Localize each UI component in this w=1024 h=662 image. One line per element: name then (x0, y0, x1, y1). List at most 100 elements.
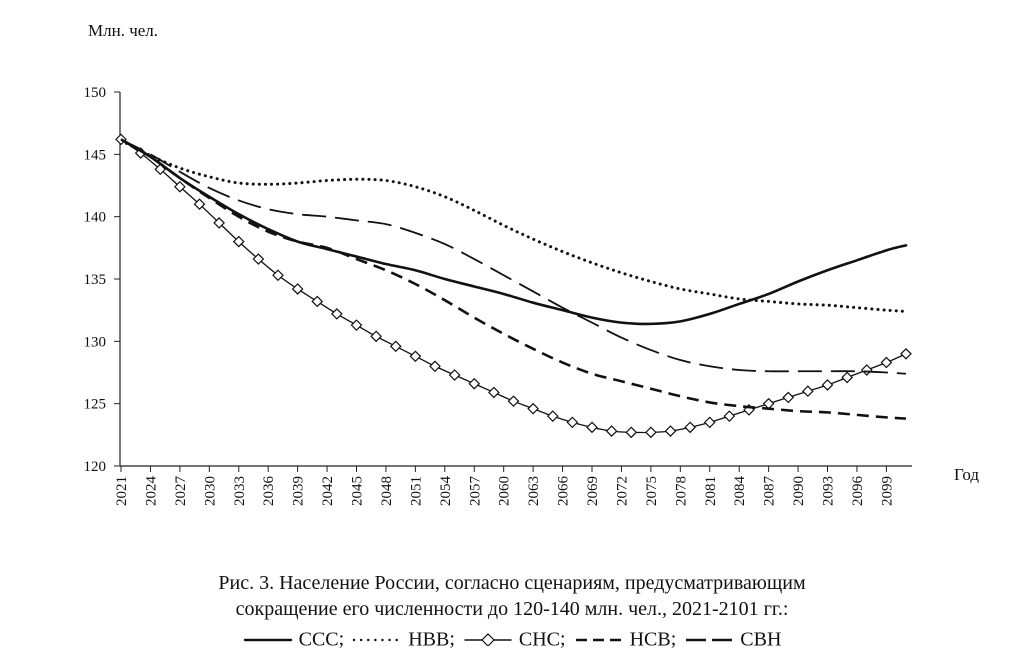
data-point-marker (527, 402, 539, 415)
series-longdash (120, 138, 907, 375)
x-axis-ticks: 2021 2024 2027 2030 2033 2036 2039 2042 2045 2048… (114, 466, 895, 506)
x-tick-label: 2021 (114, 476, 130, 506)
y-axis-ticks: 120 125 130 135 140 145 150 (84, 85, 120, 475)
legend-swatch-dashed (575, 638, 622, 642)
data-point-marker (213, 217, 225, 229)
legend-label: СНС (518, 628, 561, 651)
x-tick-label: 2054 (438, 476, 454, 507)
data-point-marker (645, 426, 657, 439)
data-point-marker (684, 421, 696, 434)
data-point-marker (429, 360, 441, 373)
x-tick-label: 2084 (732, 476, 748, 507)
data-point-marker (546, 410, 559, 422)
x-tick-label: 2033 (232, 476, 248, 506)
x-axis-title: Год (954, 465, 979, 484)
series-dashed (120, 138, 907, 420)
x-tick-label: 2090 (791, 476, 807, 506)
series-dotted (119, 139, 908, 313)
data-point-marker (880, 356, 893, 369)
data-point-marker (488, 386, 500, 399)
x-tick-label: 2036 (261, 476, 277, 507)
x-tick-label: 2099 (879, 476, 895, 506)
y-tick-label: 120 (84, 459, 107, 475)
x-tick-label: 2051 (408, 476, 424, 506)
x-tick-label: 2060 (497, 476, 513, 506)
legend-separator: ; (670, 628, 677, 651)
data-point-marker (252, 253, 265, 265)
legend-separator: ; (338, 628, 345, 651)
legend-item: СВН (684, 625, 781, 652)
data-point-marker (723, 410, 736, 422)
data-point-marker (605, 425, 618, 437)
x-tick-label: 2063 (526, 476, 542, 506)
x-tick-label: 2066 (556, 476, 572, 507)
data-point-marker (370, 330, 382, 343)
data-point-marker (821, 379, 834, 391)
data-point-marker (174, 180, 186, 193)
x-tick-label: 2057 (467, 476, 483, 507)
chart-axes (119, 92, 912, 467)
legend-item: ССС; (243, 625, 353, 652)
data-point-marker (664, 425, 677, 437)
data-point-marker (625, 426, 638, 439)
data-point-marker (154, 163, 167, 176)
figure-caption-line-2: сокращение его численности до 120-140 мл… (235, 598, 789, 620)
x-tick-label: 2087 (762, 476, 778, 507)
data-point-marker (291, 283, 304, 295)
data-point-marker (507, 395, 520, 408)
y-tick-label: 125 (84, 397, 107, 413)
legend-swatch-diamond (464, 633, 512, 647)
data-point-marker (900, 347, 912, 360)
data-point-marker (468, 377, 481, 390)
data-point-marker (193, 198, 206, 211)
legend-swatch-marker (481, 633, 495, 647)
x-tick-label: 2093 (821, 476, 837, 506)
legend-swatch-dotted (353, 638, 402, 642)
legend-swatch-longdash (686, 638, 733, 642)
x-tick-label: 2024 (143, 476, 159, 507)
x-tick-label: 2096 (850, 476, 866, 507)
data-point-marker (802, 385, 814, 398)
data-point-marker (232, 235, 245, 248)
data-point-marker (272, 269, 284, 282)
series-line (119, 138, 908, 326)
legend-label: НСВ (629, 628, 671, 651)
series-group (115, 133, 912, 439)
y-tick-label: 150 (84, 85, 107, 101)
figure-caption-line-1: Рис. 3. Население России, согласно сцена… (218, 572, 806, 594)
series-line (119, 139, 908, 313)
y-tick-label: 140 (84, 210, 107, 226)
x-tick-label: 2045 (350, 476, 366, 506)
series-line (120, 138, 907, 420)
data-point-marker (841, 371, 853, 384)
x-tick-label: 2075 (644, 476, 660, 506)
legend-swatch-solid (243, 638, 292, 642)
data-point-marker (389, 340, 402, 353)
x-tick-label: 2042 (320, 476, 336, 506)
x-tick-label: 2039 (291, 476, 307, 506)
series-diamond (115, 133, 912, 439)
legend-item: НВВ; (352, 625, 463, 652)
x-tick-label: 2078 (673, 476, 689, 506)
data-point-marker (350, 319, 363, 331)
legend-label: СВН (740, 628, 782, 651)
data-point-marker (331, 308, 343, 320)
legend-item: НСВ; (574, 625, 685, 652)
data-point-marker (586, 421, 598, 434)
legend-label: НВВ (408, 628, 450, 651)
data-point-marker (409, 350, 422, 363)
legend: ССС; НВВ; СНС; НСВ; СВН (0, 624, 1024, 652)
legend-label: ССС (298, 628, 339, 651)
legend-separator: ; (449, 628, 455, 651)
data-point-marker (448, 369, 461, 381)
data-point-marker (703, 416, 716, 429)
y-tick-label: 135 (84, 272, 107, 288)
series-solid (119, 138, 908, 326)
legend-separator: ; (560, 628, 566, 651)
data-point-marker (311, 295, 324, 308)
y-tick-label: 130 (84, 334, 107, 350)
series-line (120, 138, 907, 375)
x-tick-label: 2072 (614, 476, 630, 506)
data-point-marker (782, 391, 795, 404)
